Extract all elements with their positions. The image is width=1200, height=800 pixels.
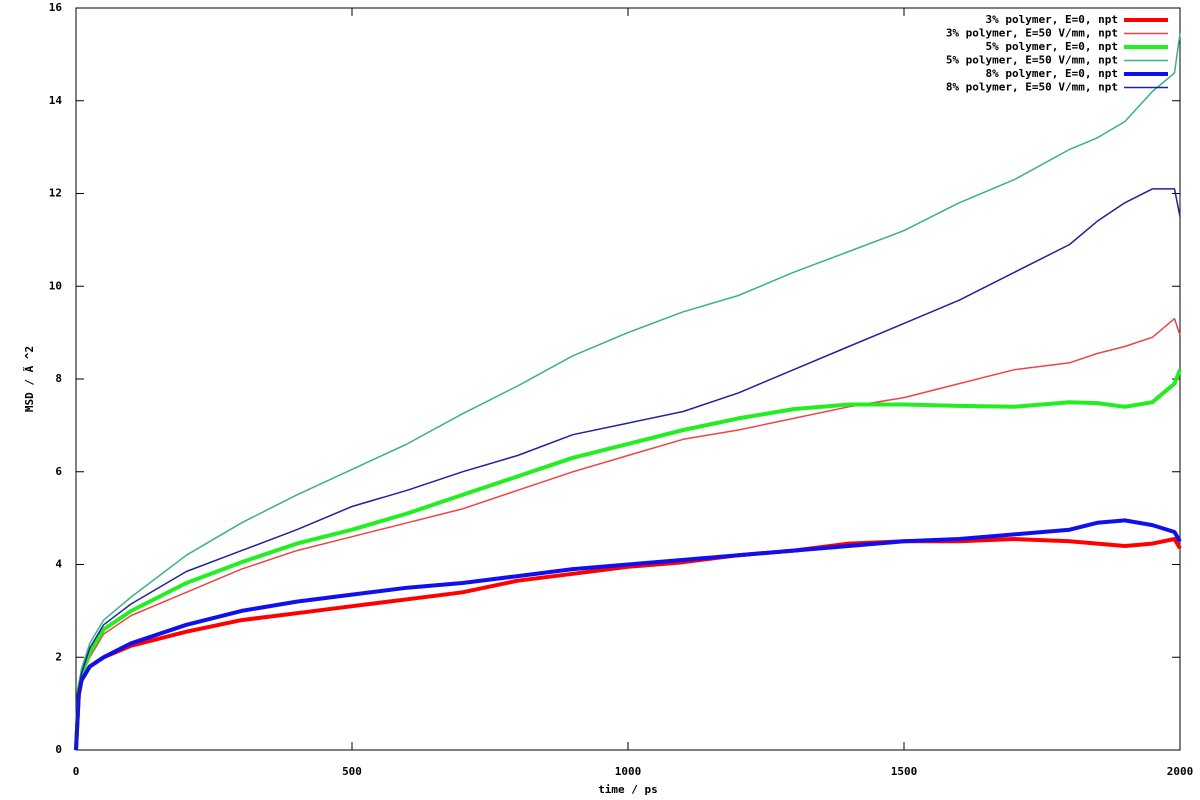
series-line (75, 188, 1181, 751)
x-tick-label: 1500 (891, 765, 918, 778)
x-tick-label: 0 (73, 765, 80, 778)
legend-label: 8% polymer, E=0, npt (986, 67, 1118, 80)
y-tick-label: 2 (55, 650, 62, 663)
y-tick-label: 10 (49, 279, 62, 292)
y-tick-label: 8 (55, 372, 62, 385)
legend-label: 3% polymer, E=0, npt (986, 13, 1118, 26)
x-tick-label: 1000 (615, 765, 642, 778)
plot-frame (75, 7, 1181, 751)
y-tick-label: 0 (55, 743, 62, 756)
y-tick-label: 6 (55, 465, 62, 478)
series-line (75, 317, 1181, 751)
x-axis-label: time / ps (598, 783, 658, 796)
series-line (75, 33, 1181, 751)
legend-label: 8% polymer, E=50 V/mm, npt (946, 81, 1118, 94)
legend-label: 3% polymer, E=50 V/mm, npt (946, 27, 1118, 40)
y-tick-label: 12 (49, 187, 62, 200)
x-tick-label: 2000 (1167, 765, 1194, 778)
series-line (74, 518, 1182, 751)
x-tick-label: 500 (342, 765, 362, 778)
legend-label: 5% polymer, E=50 V/mm, npt (946, 54, 1118, 67)
y-tick-label: 16 (49, 1, 63, 14)
y-tick-label: 14 (49, 94, 63, 107)
legend-label: 5% polymer, E=0, npt (986, 40, 1118, 53)
y-axis-label: MSD / Ã ^2 (23, 346, 36, 412)
y-tick-label: 4 (55, 558, 62, 571)
series-line (74, 368, 1182, 751)
series-line (74, 537, 1182, 751)
